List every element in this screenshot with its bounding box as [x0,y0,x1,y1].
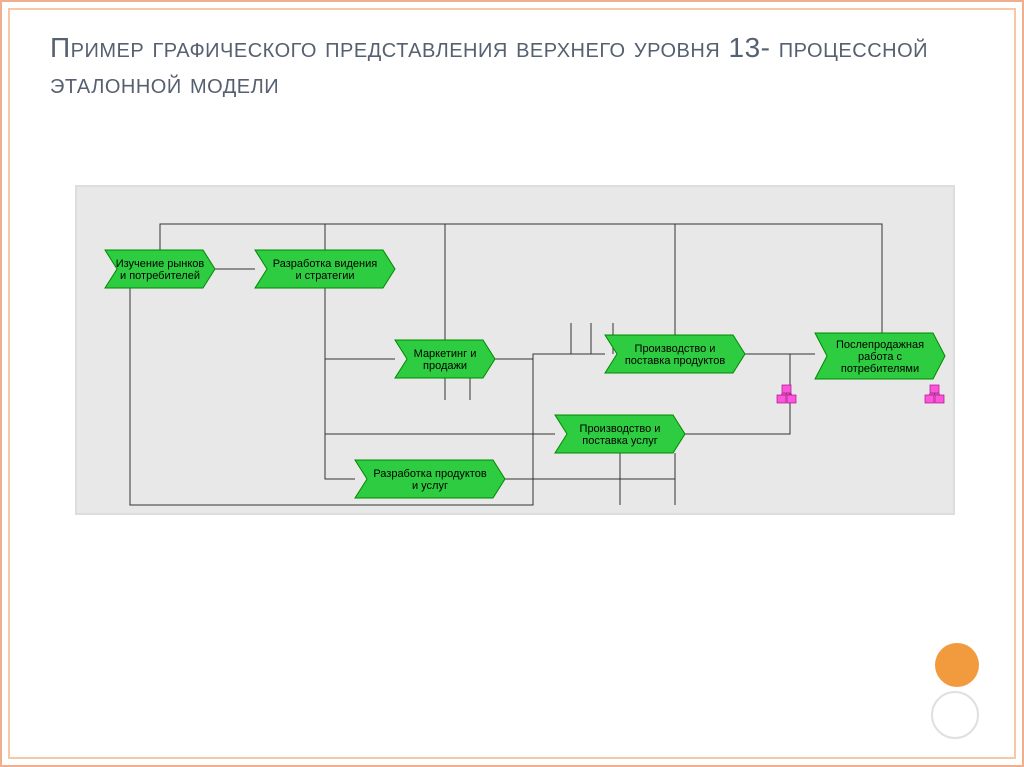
process-node-marketing: Маркетинг ипродажи [395,340,495,378]
flowchart-svg: Изучение рынкови потребителей Разработка … [75,185,955,515]
svg-text:продажи: продажи [423,360,467,372]
svg-text:и стратегии: и стратегии [295,270,354,282]
svg-text:Производство и: Производство и [580,423,661,435]
svg-text:Маркетинг и: Маркетинг и [414,348,477,360]
subprocess-icon [777,385,796,403]
svg-text:Послепродажная: Послепродажная [836,339,924,351]
accent-ring-icon [931,691,979,739]
process-node-prod_products: Производство ипоставка продуктов [605,335,745,373]
svg-text:Разработка продуктов: Разработка продуктов [373,468,487,480]
svg-text:Изучение рынков: Изучение рынков [116,258,205,270]
process-node-aftersales: Послепродажнаяработа спотребителями [815,333,945,379]
svg-text:потребителями: потребителями [841,363,919,375]
svg-text:и потребителей: и потребителей [120,270,200,282]
process-node-study: Изучение рынкови потребителей [105,250,215,288]
slide-content: Пример графического представления верхне… [50,30,984,103]
slide-title: Пример графического представления верхне… [50,30,984,103]
diagram-container: Изучение рынкови потребителей Разработка … [75,185,955,515]
svg-text:поставка услуг: поставка услуг [582,435,658,447]
svg-text:Разработка видения: Разработка видения [273,258,377,270]
svg-text:и услуг: и услуг [412,480,448,492]
accent-circle-icon [935,643,979,687]
svg-text:работа с: работа с [858,351,903,363]
process-node-dev_products: Разработка продуктови услуг [355,460,505,498]
subprocess-icon [925,385,944,403]
process-node-vision: Разработка виденияи стратегии [255,250,395,288]
process-node-prod_services: Производство ипоставка услуг [555,415,685,453]
svg-text:поставка продуктов: поставка продуктов [625,355,726,367]
svg-text:Производство и: Производство и [635,343,716,355]
